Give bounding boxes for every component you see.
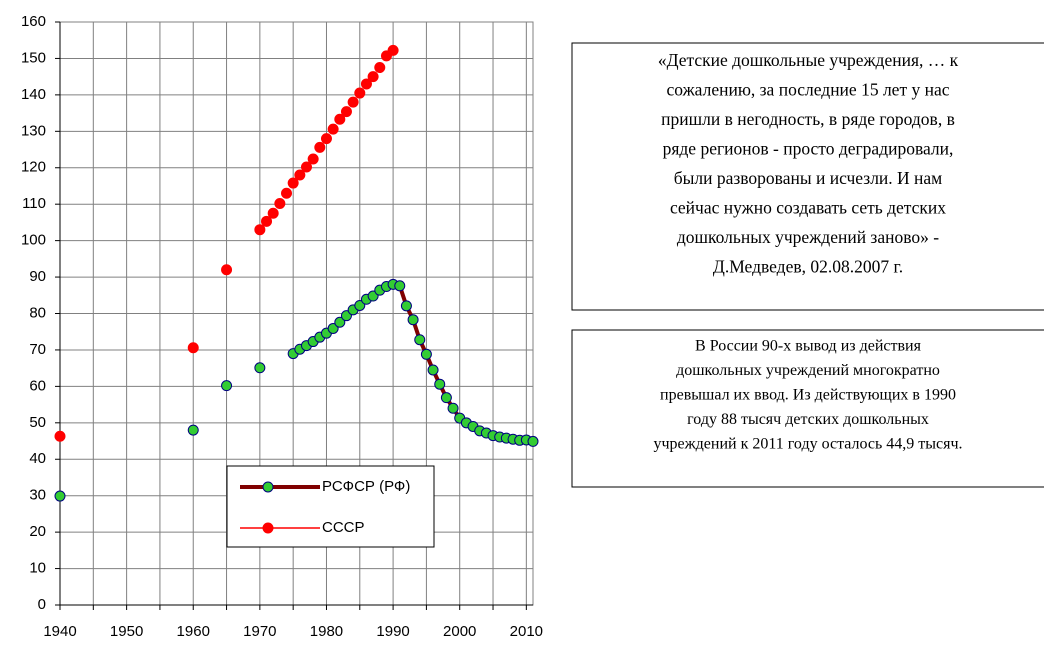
y-tick-label: 130	[21, 122, 46, 139]
data-point	[320, 133, 332, 145]
y-tick-label: 110	[22, 195, 46, 212]
y-tick-label: 50	[29, 414, 46, 431]
data-point	[354, 87, 366, 99]
x-tick-label: 1980	[310, 623, 343, 640]
annotation-line: были разворованы и исчезли. И нам	[674, 168, 943, 188]
data-point	[267, 207, 279, 219]
annotation-box	[571, 329, 1044, 488]
y-tick-label: 140	[21, 86, 46, 103]
data-point	[287, 177, 299, 189]
annotation-line: сейчас нужно создавать сеть детских	[670, 198, 946, 218]
y-tick-label: 70	[29, 341, 46, 358]
y-tick-label: 150	[21, 49, 46, 66]
x-tick-label: 1950	[110, 623, 143, 640]
y-tick-label: 90	[29, 268, 46, 285]
data-point	[54, 430, 66, 442]
legend	[226, 465, 435, 548]
y-tick-label: 80	[29, 304, 46, 321]
annotation-line: ряде регионов - просто деградировали,	[663, 139, 954, 159]
annotation-line: учреждений к 2011 году осталось 44,9 тыс…	[653, 436, 962, 453]
y-tick-label: 30	[29, 487, 46, 504]
data-point	[254, 362, 266, 374]
data-point	[281, 187, 293, 199]
data-point	[187, 342, 199, 354]
data-point	[340, 106, 352, 118]
y-tick-label: 100	[21, 232, 46, 249]
data-point	[327, 322, 339, 334]
annotation-line: пришли в негодность, в ряде городов, в	[661, 109, 955, 129]
x-tick-label: 1970	[243, 623, 276, 640]
data-point	[327, 123, 339, 135]
legend-label: РСФСР (РФ)	[322, 478, 410, 495]
data-point	[394, 280, 406, 292]
annotation-line: превышал их ввод. Из действующих в 1990	[660, 387, 956, 404]
annotation-line: Д.Медведев, 02.08.2007 г.	[713, 257, 903, 277]
y-tick-label: 0	[38, 596, 46, 613]
data-point	[440, 392, 452, 404]
annotation-line: В России 90-х вывод из действия	[695, 338, 922, 355]
data-point	[334, 113, 346, 125]
data-point	[307, 153, 319, 165]
data-point	[274, 197, 286, 209]
x-tick-label: 2010	[510, 623, 543, 640]
data-point	[354, 299, 366, 311]
data-point	[527, 435, 539, 447]
legend-label: СССР	[322, 519, 365, 536]
data-point	[367, 71, 379, 83]
x-tick-label: 1990	[376, 623, 409, 640]
annotation-line: году 88 тысяч детских дошкольных	[687, 411, 929, 428]
x-tick-label: 2000	[443, 623, 476, 640]
x-tick-label: 1940	[43, 623, 76, 640]
data-point	[374, 62, 386, 74]
annotation-line: дошкольных учреждений многократно	[676, 362, 940, 379]
data-point	[414, 334, 426, 346]
data-point	[314, 141, 326, 153]
data-point	[221, 380, 233, 392]
y-tick-label: 160	[21, 13, 46, 30]
data-point	[261, 215, 273, 227]
y-tick-label: 10	[29, 560, 46, 577]
data-point	[334, 316, 346, 328]
data-point	[54, 490, 66, 502]
annotation-box	[571, 42, 1044, 311]
data-point	[407, 314, 419, 326]
data-point	[300, 161, 312, 173]
y-tick-label: 40	[29, 450, 46, 467]
data-point	[434, 378, 446, 390]
data-point	[187, 424, 199, 436]
data-point	[427, 364, 439, 376]
data-point	[447, 402, 459, 414]
x-tick-label: 1960	[177, 623, 210, 640]
data-point	[360, 78, 372, 90]
y-tick-label: 120	[21, 159, 46, 176]
data-point	[221, 264, 233, 276]
data-point	[294, 169, 306, 181]
data-point	[347, 96, 359, 108]
data-point	[387, 44, 399, 56]
annotation-line: дошкольных учреждений заново» -	[677, 227, 939, 247]
data-point	[254, 224, 266, 236]
legend-marker	[262, 481, 274, 493]
y-tick-label: 60	[29, 377, 46, 394]
data-point	[400, 300, 412, 312]
annotation-line: сожалению, за последние 15 лет у нас	[667, 80, 950, 100]
y-tick-label: 20	[29, 523, 46, 540]
legend-marker	[262, 522, 274, 534]
annotation-line: «Детские дошкольные учреждения, … к	[658, 50, 959, 70]
data-point	[420, 348, 432, 360]
